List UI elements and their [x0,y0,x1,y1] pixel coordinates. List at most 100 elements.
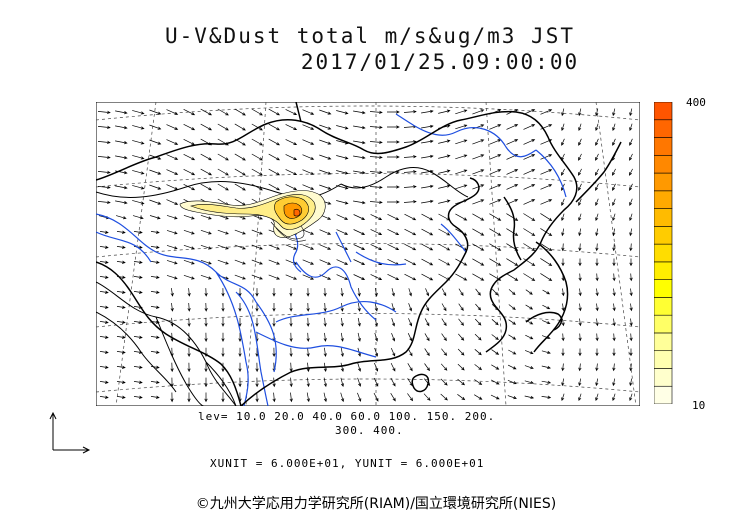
wind-arrow [523,124,536,130]
wind-arrow [99,260,109,264]
wind-arrow [629,138,633,146]
wind-arrow [421,184,434,189]
wind-arrow [578,348,582,357]
wind-arrow [289,302,293,312]
wind-arrow [561,258,565,267]
wind-arrow [166,109,179,115]
wind-arrow [524,365,534,370]
wind-arrow [204,362,208,373]
wind-arrow [323,347,327,357]
wind-arrow [421,213,434,221]
wind-arrow [489,199,502,205]
wind-arrow [472,154,485,160]
wind-arrow [353,274,366,280]
wind-arrow [238,303,242,312]
wind-arrow [150,260,160,264]
wind-arrow [234,183,246,191]
wind-arrow [302,229,315,235]
wind-arrow [99,395,109,399]
wind-arrow [336,200,349,205]
colorbar-swatch [654,350,673,369]
wind-arrow [251,229,263,235]
wind-arrow [289,392,293,403]
wind-arrow [612,198,616,206]
wind-arrow [525,304,534,310]
wind-arrow [133,395,143,399]
wind-arrow [455,184,468,190]
wind-arrow [421,199,434,204]
wind-arrow [187,347,191,357]
wind-arrow [629,228,633,237]
wind-arrow [438,258,451,266]
wind-arrow [268,259,281,265]
wind-arrow [508,349,517,355]
wind-arrow [268,153,281,161]
wind-arrow [523,243,536,251]
wind-arrow [302,274,315,280]
wind-arrow [183,108,196,116]
wind-arrow [251,123,263,131]
wind-arrow [357,392,362,402]
wind-arrow [506,228,519,236]
wind-arrow [285,124,298,130]
wind-arrow [561,333,565,342]
wind-arrow [595,168,599,176]
wind-arrow [438,169,451,174]
wind-arrow [507,364,517,370]
wind-arrow [629,108,633,117]
wind-arrow [373,377,379,387]
wind-arrow [97,200,111,204]
wind-arrow [306,347,310,357]
wind-arrow [357,302,361,312]
wind-arrow [306,302,310,312]
wind-arrow [455,109,468,115]
wind-arrow [217,153,229,161]
wind-arrow [99,275,109,279]
wind-arrow [340,288,344,297]
wind-arrow [561,123,565,132]
wind-arrow [390,347,396,357]
wind-arrow [374,332,379,342]
wind-arrow [200,123,213,131]
wind-arrow [491,334,499,340]
wind-arrow [390,362,396,372]
wind-arrow [374,347,379,357]
wind-arrow [97,185,111,189]
wind-arrow [489,258,502,266]
wind-arrow [506,273,519,281]
wind-arrow [561,198,565,206]
wind-arrow [217,108,229,116]
wind-arrow [238,362,242,373]
wind-arrow [319,169,332,175]
wind-arrow [97,170,111,174]
wind-arrow [492,288,499,296]
wind-arrow [166,260,178,265]
wind-arrow [457,363,465,371]
wind-arrow [357,317,361,327]
wind-arrow [612,243,616,252]
dust-wind-map [96,102,640,406]
wind-arrow [578,108,582,117]
colorbar-swatch [654,243,673,263]
wind-arrow [507,395,517,400]
wind-arrow [353,259,366,265]
wind-arrow [319,139,332,145]
wind-arrow [234,123,246,131]
wind-arrow [251,138,263,146]
wind-arrow [441,348,448,356]
wind-arrow [387,140,400,144]
wind-arrow [234,168,246,176]
wind-arrow [251,168,263,176]
wind-arrow [166,199,179,205]
wind-arrow [540,213,553,222]
wind-arrow [561,138,565,146]
wind-arrow [489,184,502,190]
wind-arrow [541,380,552,384]
wind-arrow [629,303,633,312]
wind-arrow [150,290,160,294]
wind-arrow [369,125,383,129]
wind-arrow [285,169,298,175]
wind-arrow [595,273,599,282]
wind-arrow [302,244,315,250]
wind-arrow [508,319,517,325]
